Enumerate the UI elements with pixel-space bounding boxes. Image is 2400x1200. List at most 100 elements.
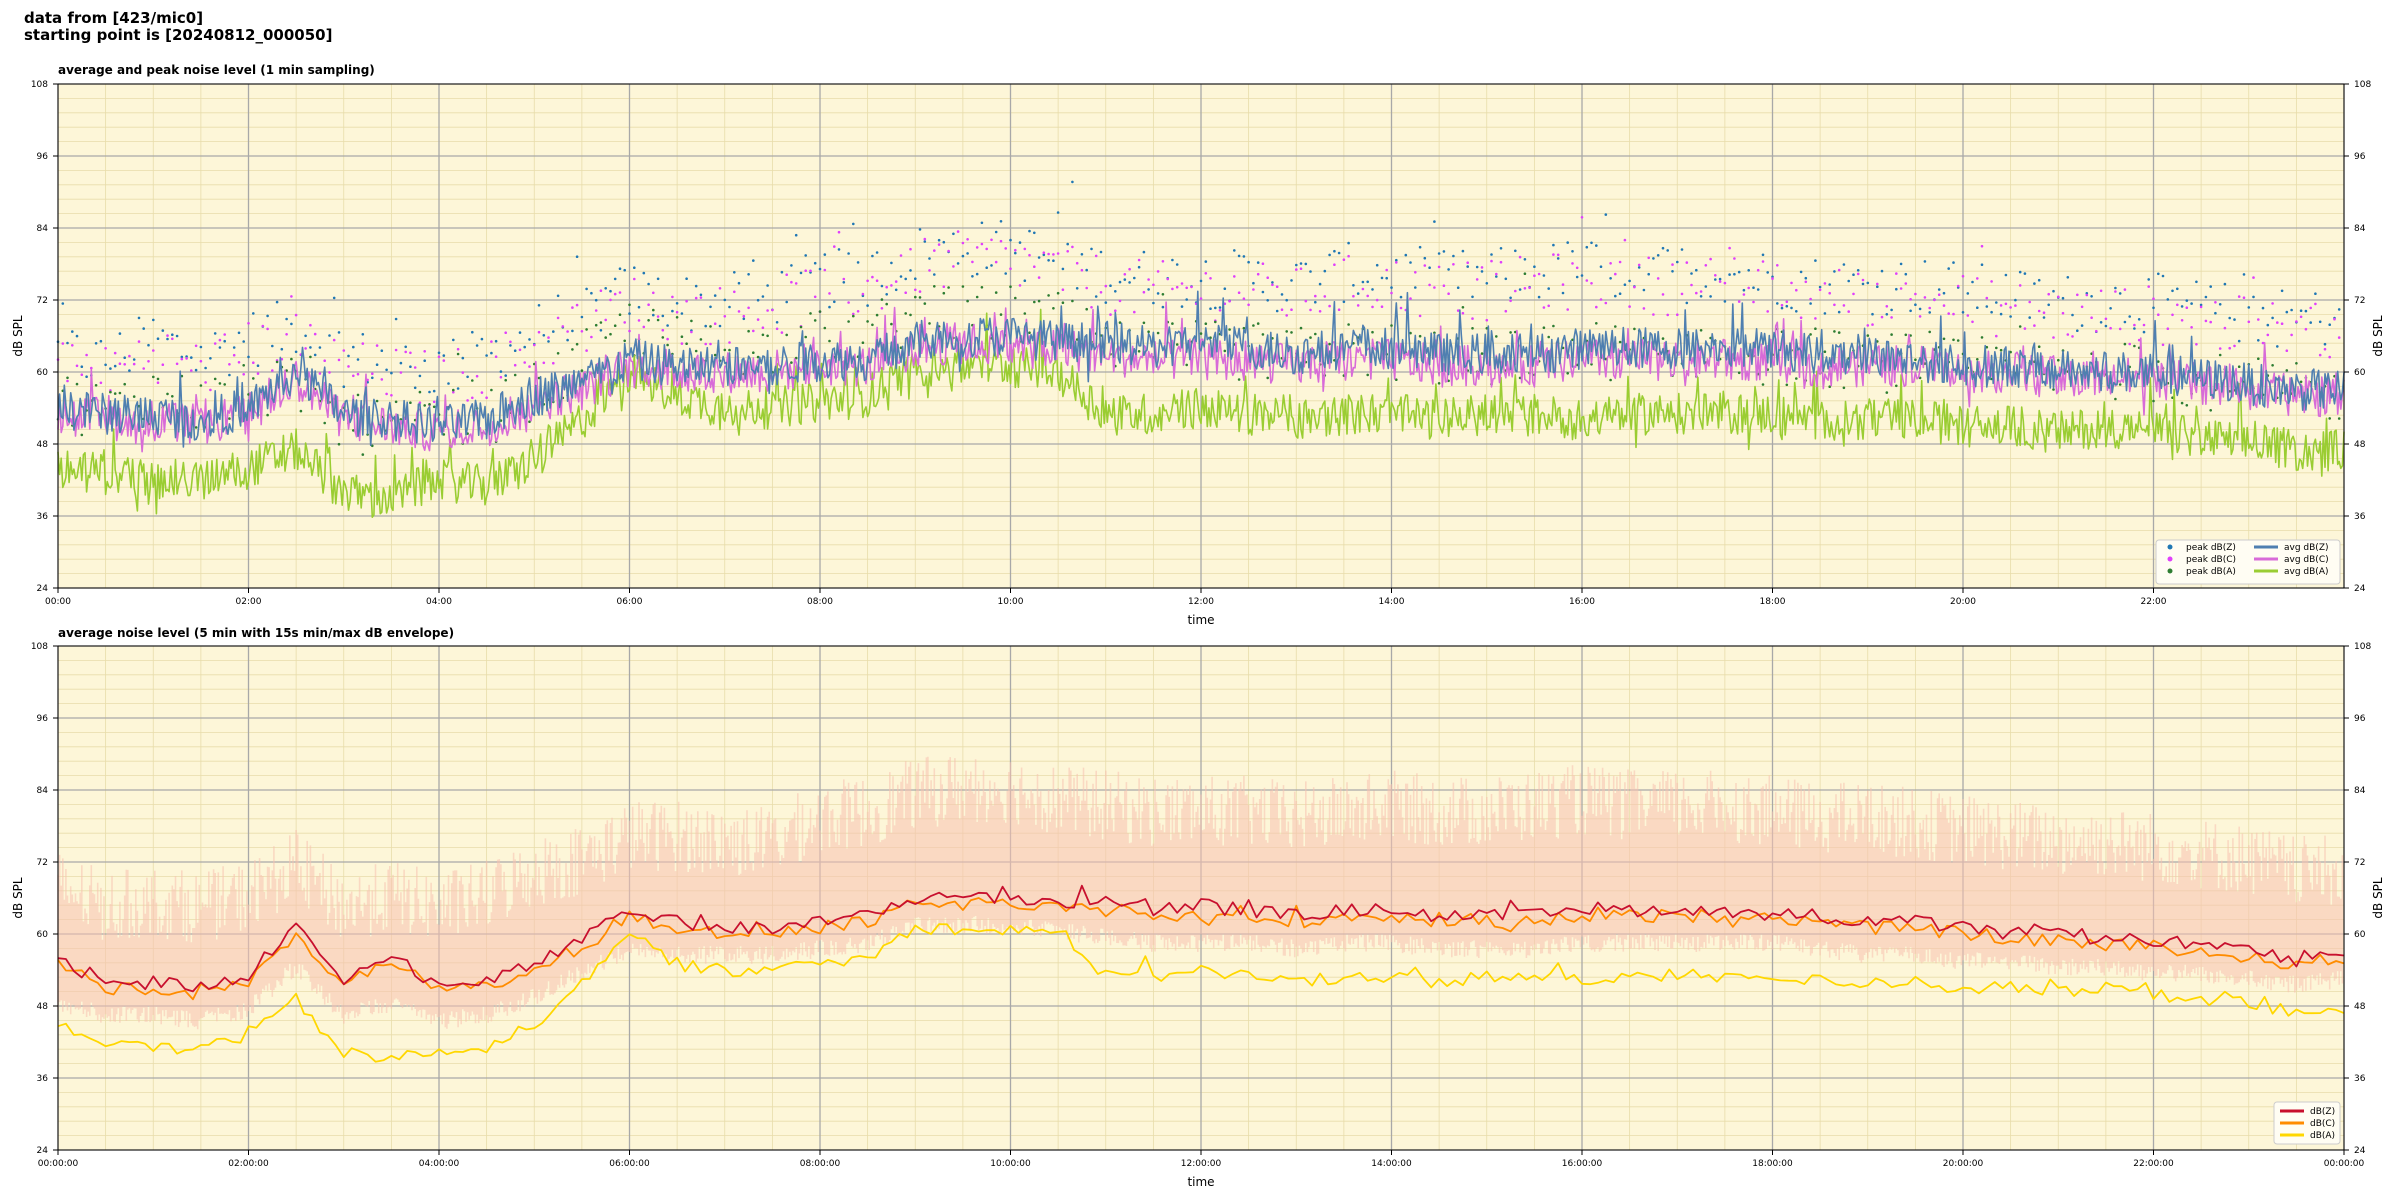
peak-point xyxy=(1109,313,1112,316)
peak-point xyxy=(1937,293,1941,297)
peak-point xyxy=(790,280,793,284)
peak-point xyxy=(1695,268,1698,272)
peak-point xyxy=(1709,257,1712,261)
peak-point xyxy=(437,355,441,359)
peak-point xyxy=(890,261,893,265)
peak-point xyxy=(899,275,903,278)
grid-1 xyxy=(57,83,2345,589)
peak-point xyxy=(633,266,636,270)
peak-point xyxy=(2180,319,2184,322)
peak-point xyxy=(709,342,712,346)
peak-point xyxy=(352,345,355,349)
peak-point xyxy=(1918,376,1922,380)
peak-point xyxy=(456,347,460,351)
peak-point xyxy=(404,350,408,354)
peak-point xyxy=(142,327,145,330)
peak-point xyxy=(1447,268,1450,271)
peak-point xyxy=(1909,309,1912,313)
peak-point xyxy=(2037,345,2041,349)
peak-point xyxy=(918,296,922,299)
peak-point xyxy=(152,349,155,352)
peak-point xyxy=(1866,334,1870,337)
peak-point xyxy=(1256,261,1260,264)
peak-point xyxy=(1142,250,1146,254)
peak-point xyxy=(280,347,284,351)
peak-point xyxy=(880,298,884,301)
peak-point xyxy=(109,367,112,370)
peak-point xyxy=(1856,269,1860,272)
peak-point xyxy=(1847,310,1850,313)
peak-point xyxy=(332,296,336,300)
peak-point xyxy=(1690,272,1693,275)
peak-point xyxy=(775,327,779,331)
peak-point xyxy=(923,240,927,243)
peak-point xyxy=(1418,245,1422,249)
peak-point xyxy=(1071,180,1074,184)
peak-point xyxy=(1314,294,1317,298)
peak-point xyxy=(1633,327,1636,331)
peak-point xyxy=(1199,332,1203,335)
peak-point xyxy=(804,269,807,273)
peak-point xyxy=(490,351,493,355)
peak-point xyxy=(723,298,727,302)
peak-point xyxy=(533,343,536,347)
peak-point xyxy=(1390,324,1393,327)
peak-point xyxy=(1456,309,1460,312)
x-tick-label: 20:00:00 xyxy=(1943,1159,1984,1169)
peak-point xyxy=(1199,297,1203,300)
peak-point xyxy=(1737,300,1741,303)
peak-point xyxy=(2185,404,2189,407)
peak-point xyxy=(1885,391,1889,394)
peak-point xyxy=(1995,301,1998,304)
peak-point xyxy=(1623,283,1627,287)
peak-point xyxy=(1914,303,1917,307)
peak-point xyxy=(2037,309,2041,313)
peak-point xyxy=(652,308,655,312)
peak-point xyxy=(1423,264,1427,267)
peak-point xyxy=(2128,315,2131,318)
peak-point xyxy=(1380,305,1384,309)
peak-point xyxy=(580,330,584,333)
peak-point xyxy=(2099,321,2103,324)
peak-point xyxy=(952,265,955,268)
peak-point xyxy=(2147,285,2150,288)
peak-point xyxy=(1766,310,1769,313)
peak-point xyxy=(1980,336,1984,339)
y-tick-label: 84 xyxy=(2354,224,2366,234)
peak-point xyxy=(1175,343,1179,346)
peak-point xyxy=(1047,252,1050,256)
peak-point xyxy=(2304,309,2308,313)
peak-point xyxy=(1152,301,1155,305)
peak-point xyxy=(1366,294,1369,298)
peak-point xyxy=(2095,329,2098,333)
peak-point xyxy=(1118,280,1122,284)
peak-point xyxy=(952,232,955,236)
peak-point xyxy=(1937,288,1941,291)
peak-point xyxy=(1985,296,1989,300)
peak-point xyxy=(1837,310,1841,314)
peak-point xyxy=(1942,291,1946,295)
peak-point xyxy=(2261,341,2265,345)
peak-point xyxy=(1085,307,1088,311)
peak-point xyxy=(2337,336,2341,339)
peak-point xyxy=(290,295,293,298)
peak-point xyxy=(1061,267,1065,271)
peak-point xyxy=(1495,275,1498,278)
peak-point xyxy=(861,292,865,296)
peak-point xyxy=(2014,298,2017,302)
peak-point xyxy=(2218,303,2222,306)
peak-point xyxy=(1056,291,1060,295)
peak-point xyxy=(675,316,679,319)
peak-point xyxy=(361,453,365,456)
peak-point xyxy=(1133,310,1136,314)
peak-point xyxy=(1614,272,1617,276)
peak-point xyxy=(266,413,269,417)
peak-point xyxy=(694,284,698,288)
peak-point xyxy=(1304,262,1308,266)
peak-point xyxy=(2018,325,2022,328)
peak-point xyxy=(2304,327,2308,331)
peak-point xyxy=(661,328,665,332)
peak-point xyxy=(66,379,69,383)
y-tick-label: 60 xyxy=(37,930,49,940)
peak-point xyxy=(575,255,579,258)
